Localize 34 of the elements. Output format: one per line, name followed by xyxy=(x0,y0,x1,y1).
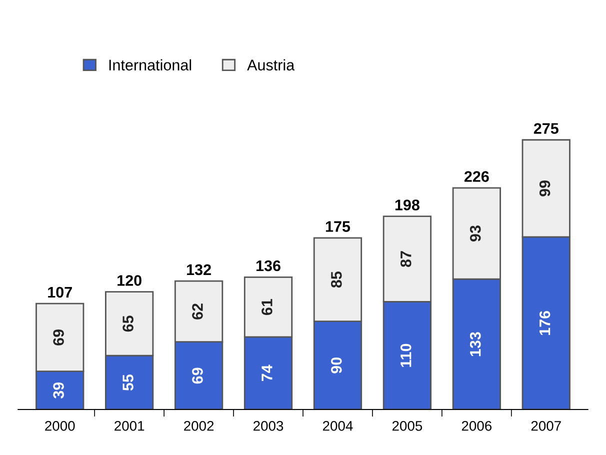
x-tick-label: 2002 xyxy=(184,420,214,431)
total-label: 198 xyxy=(395,200,420,210)
data-label: 69 xyxy=(53,330,64,346)
data-label: 90 xyxy=(331,358,342,374)
total-label: 275 xyxy=(534,123,558,134)
data-label: 176 xyxy=(539,311,550,335)
legend-label: International xyxy=(109,59,192,70)
data-label: 99 xyxy=(539,180,550,196)
data-label: 85 xyxy=(331,272,342,288)
total-label: 226 xyxy=(464,171,489,182)
legend-label: Austria xyxy=(247,59,295,70)
data-label: 133 xyxy=(470,332,481,356)
data-label: 62 xyxy=(192,304,203,320)
data-label: 74 xyxy=(262,364,272,382)
total-label: 175 xyxy=(326,221,350,232)
data-label: 69 xyxy=(192,368,203,384)
x-tick-label: 2000 xyxy=(45,420,75,431)
data-label: 65 xyxy=(122,316,134,332)
x-tick-label: 2007 xyxy=(531,420,561,431)
x-tick-label: 2003 xyxy=(254,420,284,431)
total-label: 136 xyxy=(256,260,280,272)
data-label: 110 xyxy=(400,344,412,367)
x-tick-label: 2001 xyxy=(114,420,144,431)
total-label: 132 xyxy=(187,264,211,276)
data-label: 55 xyxy=(122,374,134,391)
x-tick-label: 2005 xyxy=(392,420,422,431)
data-label: 87 xyxy=(400,251,412,268)
x-tick-label: 2004 xyxy=(322,420,353,431)
data-label: 61 xyxy=(262,298,272,315)
data-label: 39 xyxy=(53,382,64,399)
total-label: 120 xyxy=(118,275,142,286)
total-label: 107 xyxy=(48,286,72,298)
x-tick-label: 2006 xyxy=(462,420,492,431)
data-label: 93 xyxy=(470,226,481,242)
